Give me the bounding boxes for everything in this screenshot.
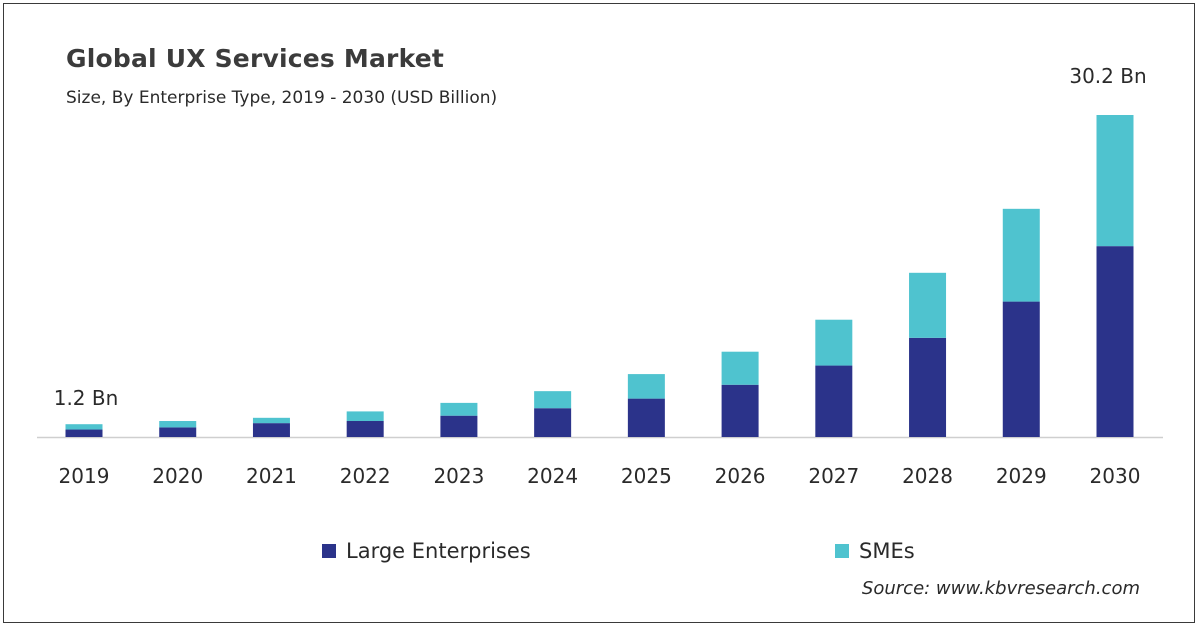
bar-large-enterprises-2027 — [815, 365, 853, 437]
legend-swatch-large-enterprises — [322, 544, 336, 558]
bar-large-enterprises-2029 — [1002, 301, 1040, 437]
annotation-first-value: 1.2 Bn — [54, 386, 119, 410]
bar-smes-2022 — [346, 411, 384, 422]
source-note: Source: www.kbvresearch.com — [861, 578, 1140, 599]
x-tick-label-2021: 2021 — [246, 464, 297, 488]
bar-smes-2028 — [909, 272, 947, 338]
legend-label-smes: SMEs — [859, 539, 915, 563]
x-tick-label-2030: 2030 — [1090, 464, 1141, 488]
x-tick-label-2024: 2024 — [527, 464, 578, 488]
bar-large-enterprises-2026 — [721, 384, 759, 437]
bar-smes-2029 — [1002, 208, 1040, 302]
bar-large-enterprises-2028 — [909, 337, 947, 437]
legend-item-smes: SMEs — [835, 539, 915, 563]
x-tick-label-2028: 2028 — [902, 464, 953, 488]
chart-subtitle: Size, By Enterprise Type, 2019 - 2030 (U… — [66, 88, 498, 108]
bar-large-enterprises-2022 — [346, 421, 384, 437]
x-tick-label-2019: 2019 — [59, 464, 110, 488]
bar-large-enterprises-2023 — [440, 415, 478, 437]
chart-title: Global UX Services Market — [66, 44, 445, 73]
bar-large-enterprises-2021 — [252, 423, 290, 437]
x-tick-label-2027: 2027 — [808, 464, 859, 488]
x-tick-label-2020: 2020 — [152, 464, 203, 488]
bar-smes-2020 — [159, 421, 197, 428]
legend-swatch-smes — [835, 544, 849, 558]
chart-frame: Global UX Services Market Size, By Enter… — [3, 3, 1195, 623]
x-tick-label-2029: 2029 — [996, 464, 1047, 488]
bar-smes-2019 — [65, 424, 103, 430]
bar-large-enterprises-2020 — [159, 427, 197, 437]
bar-smes-2023 — [440, 402, 478, 416]
bar-large-enterprises-2024 — [534, 408, 572, 437]
x-tick-label-2023: 2023 — [433, 464, 484, 488]
legend-label-large-enterprises: Large Enterprises — [346, 539, 531, 563]
annotation-last-value: 30.2 Bn — [1069, 64, 1146, 88]
x-tick-label-2022: 2022 — [340, 464, 391, 488]
bar-smes-2025 — [627, 374, 665, 399]
legend-item-large-enterprises: Large Enterprises — [322, 539, 531, 563]
bar-smes-2027 — [815, 319, 853, 366]
x-tick-label-2026: 2026 — [715, 464, 766, 488]
bar-smes-2030 — [1096, 115, 1134, 247]
bar-smes-2021 — [252, 417, 290, 424]
bar-large-enterprises-2025 — [627, 398, 665, 437]
x-tick-label-2025: 2025 — [621, 464, 672, 488]
bar-large-enterprises-2030 — [1096, 246, 1134, 437]
bar-smes-2024 — [534, 391, 572, 409]
bar-smes-2026 — [721, 351, 759, 385]
bar-large-enterprises-2019 — [65, 429, 103, 437]
